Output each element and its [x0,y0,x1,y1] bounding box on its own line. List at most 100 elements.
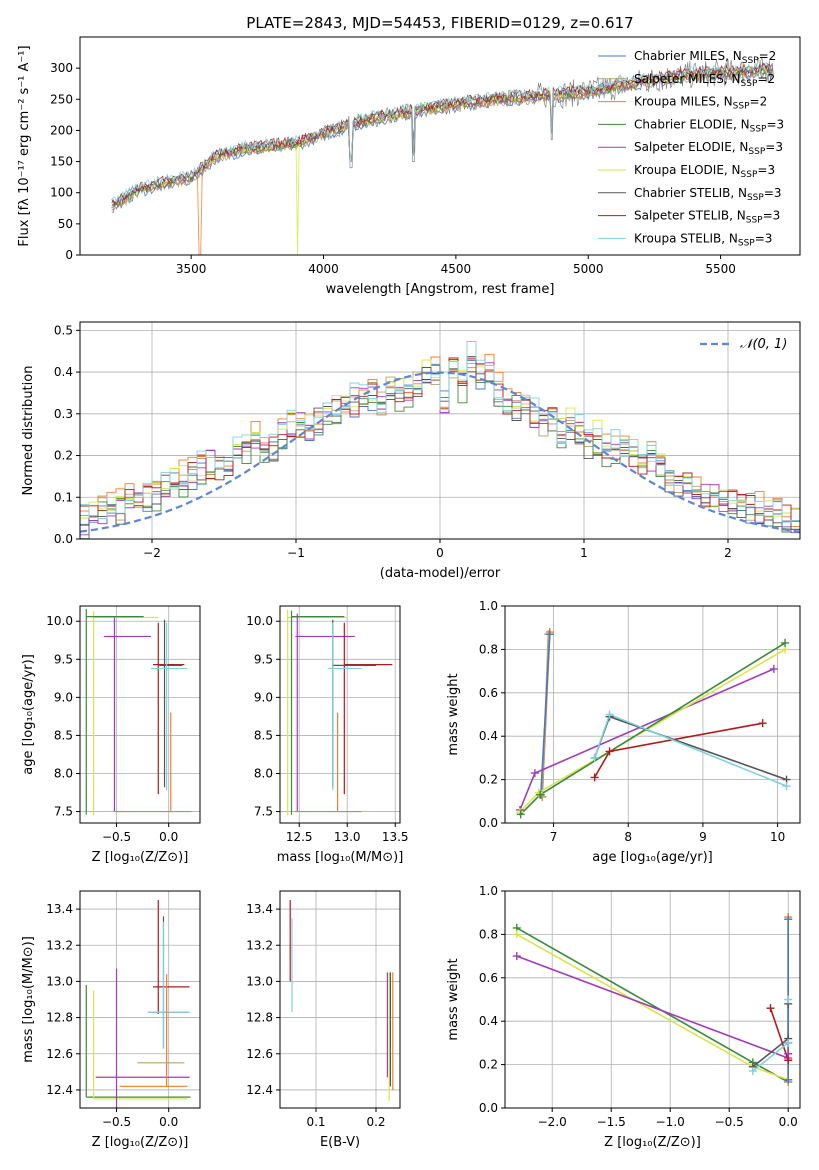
y-tick-label: 50 [58,217,73,231]
axes-frame [79,605,201,824]
y-tick-label: 0.4 [479,1014,498,1028]
y-tick-label: 10.0 [46,614,73,628]
y-tick-label: 12.8 [46,1011,73,1025]
histogram-step-8 [80,341,800,523]
weight-marker [590,773,599,782]
y-tick-label: 13.2 [46,938,73,952]
age-vs-mass-panel: 12.5 13.0 13.5 7.5 8.0 8.5 9.0 9.5 10.0 mass [log… [246,605,409,865]
x-tick-label: 5500 [705,262,736,276]
y-tick-label: 0.0 [479,816,498,830]
y-tick-label: 8.0 [254,767,273,781]
weight-line-2 [540,634,551,795]
weight-marker [516,810,525,819]
age-vs-Z-panel: −0.5 0.0 7.5 8.0 8.5 9.0 9.5 10.0 Z [log₁₀(Z/Z⊙)… [21,605,201,865]
x-axis-label: Z [log₁₀(Z/Z⊙)] [604,1135,701,1150]
errorbar-5 [147,921,190,1049]
weight-marker [784,915,793,924]
y-tick-label: 8.0 [54,767,73,781]
spectrum-plot-area [111,56,774,255]
y-axis-label: age [log₁₀(age/yr)] [21,654,36,775]
y-tick-label: 0.4 [479,729,498,743]
y-tick-label: 8.5 [54,728,73,742]
age-vs-Z-plot-area [85,609,192,816]
series-line-6 [111,63,773,207]
weight-marker [758,719,767,728]
legend-label: Salpeter MILES, NSSP=2 [634,72,775,89]
weight-marker [748,1067,757,1076]
y-tick-label: 0.6 [479,686,498,700]
y-tick-label: 1.0 [479,884,498,898]
errorbar-4 [332,619,376,788]
y-tick-label: 0.8 [479,642,498,656]
legend-label: Salpeter STELIB, NSSP=3 [634,209,780,226]
weight-line-2 [516,955,789,1060]
weight-marker [605,710,614,719]
weight-marker [784,1038,793,1047]
x-tick-label: 13.0 [334,830,361,844]
x-tick-label: 7 [550,830,558,844]
x-axis-label: wavelength [Angstrom, rest frame] [326,282,555,297]
series-line-8 [111,61,773,204]
x-tick-label: −2.0 [538,1115,567,1129]
axes-frame [79,890,201,1109]
y-tick-label: 0.3 [54,407,73,421]
y-tick-label: 10.0 [246,614,273,628]
x-tick-label: 4000 [308,262,339,276]
y-tick-label: 1.0 [479,599,498,613]
y-axis-label: mass weight [446,958,461,1040]
weight-marker [512,952,521,961]
weight-marker [530,769,539,778]
y-tick-label: 9.5 [54,652,73,666]
y-tick-label: 250 [50,92,73,106]
weight-marker [766,1004,775,1013]
axes-frame [504,605,801,824]
weight-line-0 [516,927,789,1083]
errorbar-2 [295,613,355,812]
y-tick-label: 13.4 [46,902,73,916]
y-tick-label: 13.0 [246,974,273,988]
legend-label: Kroupa ELODIE, NSSP=3 [634,163,775,180]
x-tick-label: −2 [143,546,161,560]
y-tick-label: 0.2 [479,1058,498,1072]
y-tick-label: 150 [50,155,73,169]
residuals-plot-area [80,341,800,539]
x-axis-label: Z [log₁₀(Z/Z⊙)] [92,1135,189,1150]
mass-vs-EBV-plot-area [289,900,394,1101]
y-axis-label: mass weight [446,673,461,755]
legend-label: Chabrier STELIB, NSSP=3 [634,186,782,203]
x-tick-label: −0.5 [102,830,131,844]
axes-frame [279,605,401,824]
y-tick-label: 9.5 [254,652,273,666]
mass-vs-Z-plot-area [85,900,191,1108]
x-tick-label: 0.0 [159,830,178,844]
y-tick-label: 0.6 [479,971,498,985]
axes-frame [79,36,801,256]
errorbar-5 [328,622,362,791]
x-axis-label: E(B-V) [320,1135,360,1150]
errorbar-6 [294,712,362,813]
x-tick-label: 0.0 [159,1115,178,1129]
weight-line-3 [519,668,775,811]
errorbar-3 [343,622,393,795]
weight-vs-Z-panel: −2.0 −1.5 −1.0 −0.5 0.0 0.0 0.2 0.4 0.6 0.8 1.0 Z [… [446,884,801,1150]
x-tick-label: −0.5 [715,1115,744,1129]
x-tick-label: 0 [436,546,444,560]
weight-marker [782,782,791,791]
y-tick-label: 12.4 [246,1083,273,1097]
x-tick-label: 13.5 [382,830,409,844]
y-axis-label: mass [log₁₀(M/M⊙)] [21,936,36,1063]
legend-label: Chabrier ELODIE, NSSP=3 [634,117,784,134]
y-tick-label: 13.0 [46,974,73,988]
x-tick-label: −1.5 [597,1115,626,1129]
y-tick-label: 0 [65,248,73,262]
weight-vs-age-panel: 7 8 9 10 0.0 0.2 0.4 0.6 0.8 1.0 age [log₁₀(age/yr… [446,599,801,865]
errorbar-4 [159,619,183,788]
x-axis-label: age [log₁₀(age/yr)] [592,850,713,865]
weight-line-4 [519,648,786,813]
axes-frame [504,890,801,1109]
x-axis-label: (data-model)/error [380,566,501,581]
x-tick-label: 4500 [441,262,472,276]
weight-line-6 [593,722,763,778]
mass-vs-EBV-panel: 0.1 0.2 12.4 12.6 12.8 13.0 13.2 13.4 E(B-V) [246,890,401,1150]
